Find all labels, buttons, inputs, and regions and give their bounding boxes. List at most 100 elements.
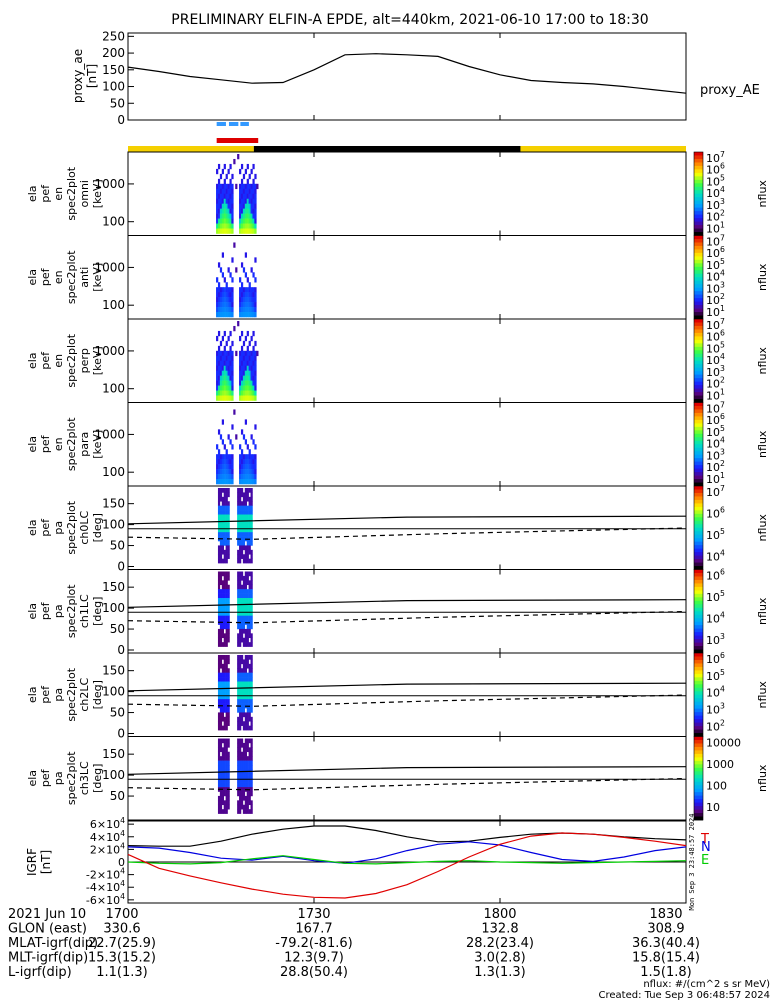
spec-cell	[248, 523, 251, 529]
spec-cell	[237, 532, 240, 537]
spec-cell	[231, 257, 234, 263]
spec-cell	[219, 228, 223, 234]
spec-cell	[239, 760, 242, 766]
en-ytick-label: 1000	[94, 177, 125, 191]
spec-cell	[225, 668, 228, 673]
colorbar-tick-label: 105	[706, 668, 725, 683]
spec-cell	[225, 385, 228, 391]
spec-cell	[217, 742, 221, 748]
spec-cell	[237, 694, 240, 700]
spec-cell	[233, 409, 236, 415]
spec-cell	[225, 791, 228, 797]
spec-cell	[240, 459, 244, 465]
spec-cell	[244, 223, 248, 229]
colorbar-tick-label: 103	[706, 702, 725, 717]
spec-cell	[248, 615, 251, 621]
spec-cell	[225, 395, 228, 401]
colorbar-cell	[694, 249, 703, 254]
spec-cell	[239, 637, 242, 643]
spec-cell	[252, 360, 255, 367]
spec-cell	[239, 287, 242, 293]
colorbar-cell	[694, 729, 703, 734]
spec-cell	[217, 178, 221, 185]
spec-cell	[221, 738, 225, 744]
spec-cell	[227, 434, 230, 440]
spec-cell	[244, 659, 248, 665]
spec-cell	[233, 325, 236, 332]
spec-cell	[225, 312, 228, 318]
colorbar-cell	[694, 465, 703, 470]
spec-cell	[239, 208, 242, 214]
spec-cell	[240, 350, 244, 357]
spec-cell	[244, 694, 248, 700]
spec-cell	[219, 198, 223, 204]
spec-cell	[250, 527, 253, 533]
spec-ylabel: spec2plot	[65, 333, 78, 387]
spec-cell	[217, 532, 221, 537]
colorbar-cell	[694, 764, 703, 769]
spec-cell	[237, 791, 240, 797]
spec-cell	[227, 800, 230, 806]
spec-cell	[237, 492, 240, 498]
spec-cell	[223, 228, 226, 234]
spec-cell	[229, 464, 232, 470]
footer-value: 308.9	[647, 922, 684, 937]
spec-cell	[221, 800, 225, 806]
spec-cell	[252, 439, 255, 445]
spec-cell	[219, 760, 223, 766]
spec-cell	[252, 385, 255, 391]
spec-cell	[227, 765, 230, 770]
spec-cell	[254, 350, 257, 357]
spec-cell	[246, 549, 249, 555]
spec-cell	[227, 589, 230, 594]
spec-cell	[217, 712, 221, 718]
footer-value: 3.0(2.8)	[474, 951, 526, 966]
spec-cell	[227, 756, 230, 761]
spec-cell	[225, 479, 228, 485]
spec-cell	[229, 355, 232, 362]
spec-cell	[225, 765, 228, 770]
colorbar-tick-label: 103	[706, 632, 725, 647]
spec-cell	[240, 228, 244, 234]
spec-cell	[225, 721, 228, 726]
spec-cell	[219, 633, 223, 639]
colorbar-label: nflux	[756, 514, 769, 542]
spec-ylabel: ela	[26, 185, 39, 202]
spec-cell	[221, 439, 225, 445]
spec-cell	[239, 677, 242, 682]
spec-cell	[223, 690, 226, 696]
spec-cell	[216, 365, 219, 371]
colorbar-cell	[694, 510, 703, 515]
footer-value: 36.3(40.4)	[632, 936, 700, 951]
spec-cell	[246, 716, 249, 722]
colorbar-tick-label: 105	[706, 589, 725, 604]
colorbar-label: nflux	[756, 263, 769, 291]
spec-cell	[223, 163, 226, 170]
spec-cell	[246, 464, 249, 470]
spec-cell	[239, 454, 242, 460]
spec-ylabel: [keV]	[91, 430, 104, 459]
units-note: nflux: #/(cm^2 s sr MeV)	[643, 979, 770, 990]
spec-cell	[225, 795, 228, 801]
spec-cell	[246, 312, 249, 318]
spec-cell	[240, 593, 244, 599]
spec-cell	[254, 459, 257, 465]
spec-cell	[244, 584, 248, 590]
spec-cell	[217, 628, 221, 634]
spec-cell	[229, 479, 232, 485]
colorbar-cell	[694, 733, 703, 737]
pa-ytick-label: 100	[102, 518, 125, 532]
spec-cell	[237, 699, 240, 704]
spec-cell	[240, 624, 244, 630]
spec-cell	[240, 532, 244, 537]
spec-cell	[219, 395, 223, 401]
spec-cell	[216, 355, 219, 362]
spec-cell	[240, 575, 244, 581]
spec-cell	[244, 168, 248, 175]
spec-cell	[229, 360, 232, 367]
colorbar-cell	[694, 513, 703, 518]
spec-cell	[219, 527, 223, 533]
spec-cell	[221, 469, 225, 475]
colorbar-cell	[694, 607, 703, 612]
